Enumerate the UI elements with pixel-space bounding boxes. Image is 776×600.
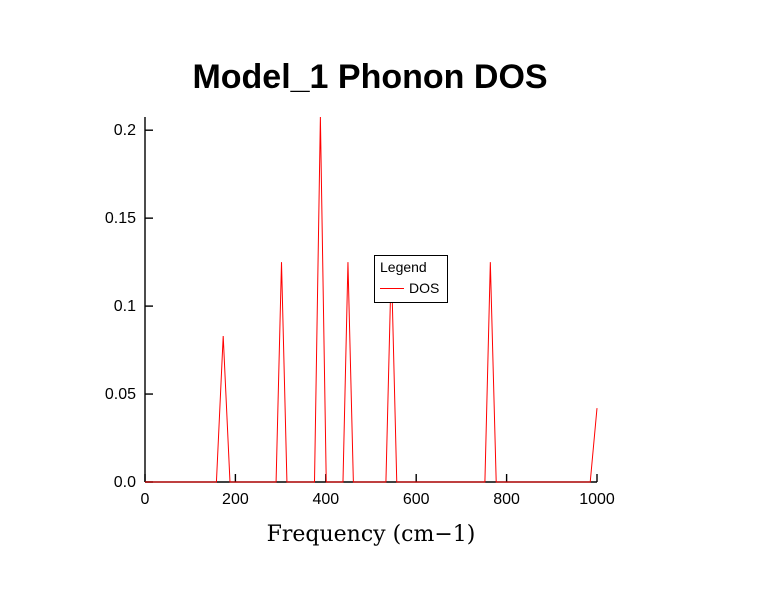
legend-line-sample bbox=[380, 287, 404, 289]
legend: Legend DOS bbox=[374, 255, 449, 303]
legend-title: Legend bbox=[380, 259, 427, 275]
x-tick-label: 800 bbox=[493, 491, 520, 508]
y-tick-label: 0.1 bbox=[114, 298, 136, 315]
x-tick-label: 600 bbox=[403, 491, 430, 508]
x-tick-label: 1000 bbox=[579, 491, 615, 508]
x-tick-label: 0 bbox=[141, 491, 150, 508]
dos-line bbox=[145, 116, 598, 483]
legend-entry-dos: DOS bbox=[380, 280, 439, 298]
x-tick-label: 400 bbox=[312, 491, 339, 508]
y-tick-label: 0.05 bbox=[105, 386, 136, 403]
y-tick-label: 0.2 bbox=[114, 122, 136, 139]
x-tick-label: 200 bbox=[222, 491, 249, 508]
x-axis-label: Frequency (cm−1) bbox=[266, 522, 476, 547]
chart-title: Model_1 Phonon DOS bbox=[192, 58, 548, 96]
y-tick-label: 0.0 bbox=[114, 474, 136, 491]
legend-entry-label: DOS bbox=[409, 279, 440, 296]
y-tick-label: 0.15 bbox=[105, 210, 136, 227]
